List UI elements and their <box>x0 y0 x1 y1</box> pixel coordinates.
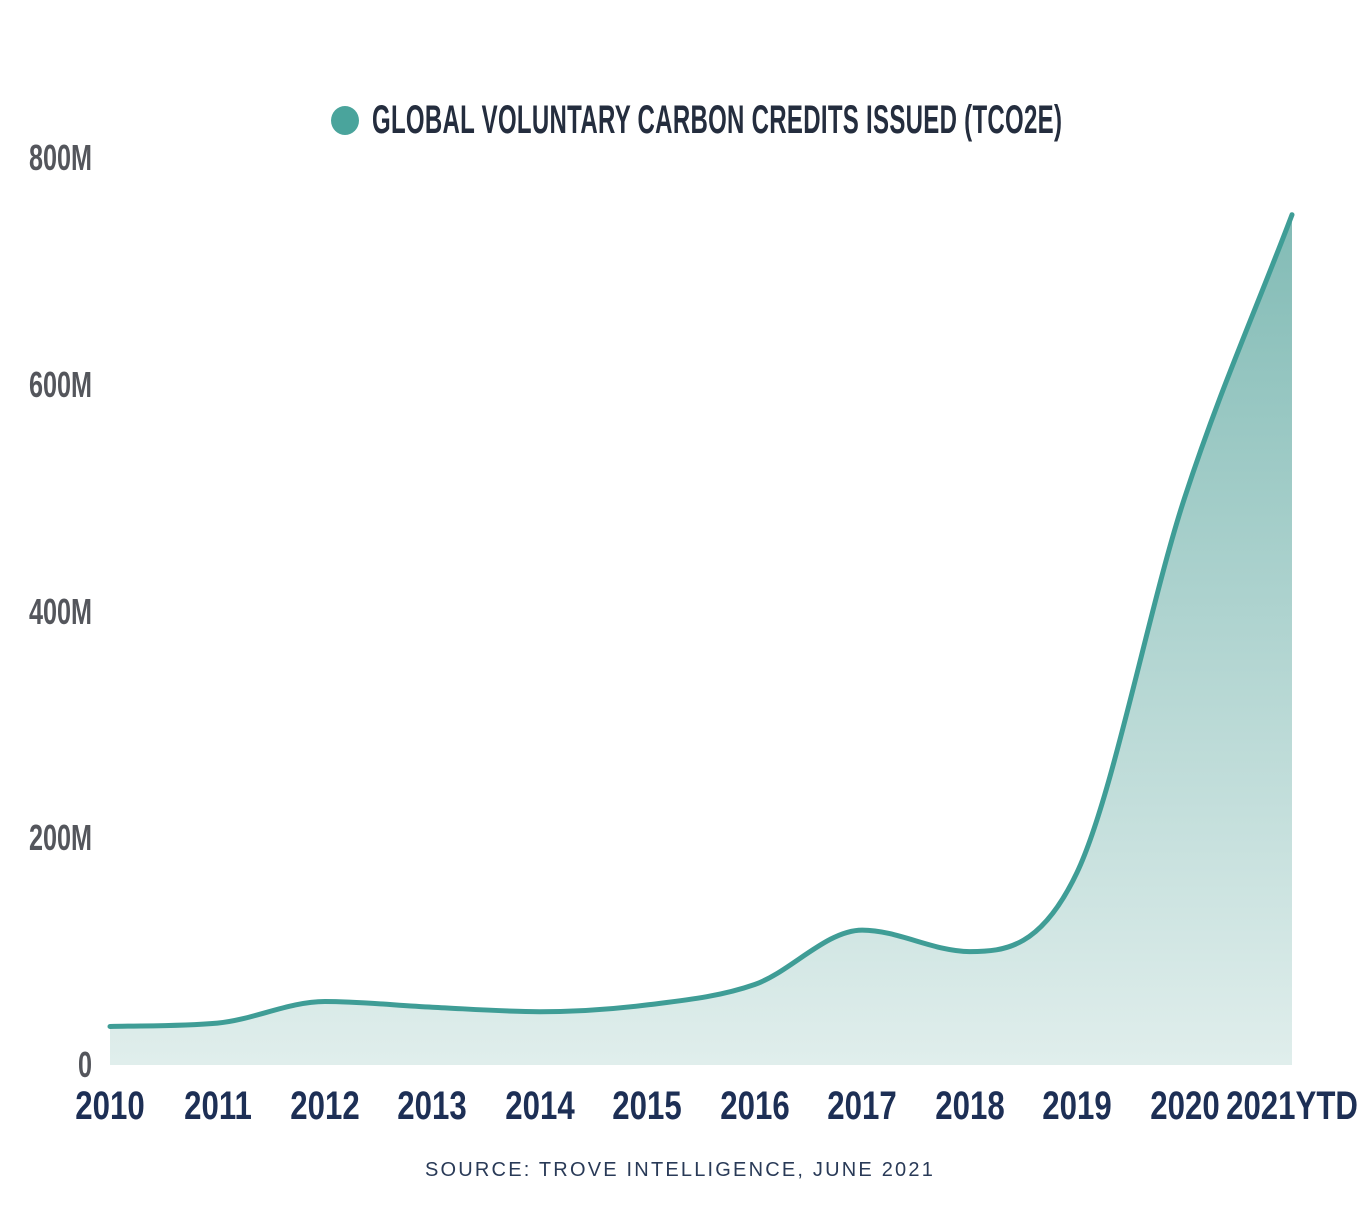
x-axis-tick-label: 2017 <box>827 1084 897 1128</box>
y-axis-tick-label: 400M <box>28 590 92 632</box>
x-axis-tick-label: 2011 <box>183 1084 252 1128</box>
x-axis-tick-label: 2015 <box>612 1084 683 1128</box>
y-axis-tick-label: 0 <box>77 1044 92 1085</box>
x-axis-tick-label: 2016 <box>719 1084 790 1128</box>
source-caption: SOURCE: TROVE INTELLIGENCE, JUNE 2021 <box>424 1159 936 1181</box>
legend-marker-icon <box>331 105 359 135</box>
series-line <box>107 212 1295 1029</box>
x-axis-tick-label: 2020 <box>1149 1084 1220 1128</box>
chart-title: GLOBAL VOLUNTARY CARBON CREDITS ISSUED (… <box>372 98 1063 142</box>
x-axis-tick-label: 2014 <box>505 1084 575 1128</box>
x-axis-tick-label: 2018 <box>934 1084 1005 1128</box>
x-axis-tick-label: 2010 <box>75 1084 145 1128</box>
y-axis-tick-label: 600M <box>28 363 92 405</box>
x-axis-tick-label: 2013 <box>397 1084 468 1128</box>
x-axis-tick-label: 2012 <box>290 1084 360 1128</box>
x-axis-tick-label: 2021YTD <box>1226 1084 1358 1128</box>
y-axis-tick-label: 800M <box>28 137 92 178</box>
y-axis-tick-label: 200M <box>28 817 92 859</box>
area-fill <box>110 214 1292 1065</box>
chart-legend: GLOBAL VOLUNTARY CARBON CREDITS ISSUED (… <box>331 100 1360 140</box>
x-axis-tick-label: 2019 <box>1042 1084 1112 1128</box>
